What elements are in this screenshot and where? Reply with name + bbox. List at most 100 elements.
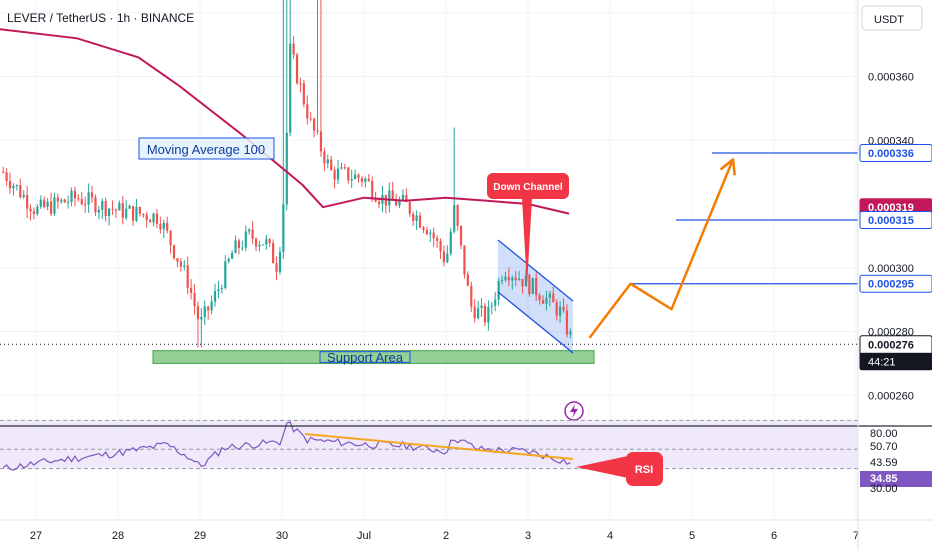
candle-body: [108, 208, 111, 217]
candle-body: [374, 197, 377, 202]
candle-body: [449, 231, 452, 254]
candle-body: [241, 247, 244, 249]
candle-body: [429, 232, 432, 235]
candle-body: [12, 185, 15, 189]
y-tick-label: 0.000260: [868, 390, 914, 402]
rsi-pane: RSI: [0, 419, 858, 486]
candle-body: [357, 174, 360, 179]
x-tick-label: 2: [443, 530, 449, 542]
candle-body: [172, 245, 176, 259]
candle-body: [364, 178, 367, 182]
y-tick-label: 0.000360: [868, 72, 914, 84]
candle-body: [19, 185, 22, 198]
candle-body: [87, 192, 90, 205]
candle-body: [521, 278, 524, 287]
price-candles: [2, 0, 572, 348]
candle-body: [425, 229, 428, 235]
candle-body: [562, 306, 565, 311]
candle-body: [497, 280, 500, 300]
candle-body: [323, 151, 326, 164]
candle-body: [555, 302, 558, 316]
candle-body: [207, 306, 210, 311]
candle-body: [272, 243, 275, 264]
candle-body: [295, 54, 299, 84]
x-tick-label: 27: [30, 530, 42, 542]
candle-body: [569, 331, 572, 335]
price-label-box: [859, 210, 932, 229]
candle-body: [412, 213, 415, 222]
x-tick-label: 4: [607, 530, 613, 542]
candle-body: [77, 198, 80, 200]
candle-body: [224, 261, 227, 289]
candle-body: [193, 292, 196, 307]
candle-body: [166, 222, 169, 231]
candle-body: [330, 159, 333, 171]
candle-body: [473, 306, 476, 319]
rsi-line[interactable]: [2, 421, 571, 471]
rsi-current-box: [860, 471, 932, 487]
down-channel-fill[interactable]: [498, 240, 573, 353]
down-channel-callout-label: Down Channel: [493, 182, 563, 193]
candle-body: [524, 275, 528, 287]
candle-body: [395, 199, 398, 206]
rsi-axis-label: 30.00: [870, 483, 898, 495]
candle-body: [350, 179, 353, 181]
candle-body: [463, 245, 466, 275]
candle-body: [104, 200, 107, 217]
candle-body: [176, 258, 179, 262]
candle-body: [545, 297, 548, 304]
rsi-callout-box[interactable]: [626, 452, 663, 486]
projection-arrow-path[interactable]: [588, 158, 735, 339]
candle-body: [39, 199, 42, 207]
candle-body: [84, 204, 87, 206]
candle-body: [114, 209, 118, 211]
candle-body: [121, 203, 124, 218]
candle-body: [371, 181, 374, 198]
candle-body: [231, 253, 234, 259]
candle-body: [292, 43, 295, 55]
rsi-trendline[interactable]: [304, 433, 574, 460]
candle-body: [118, 203, 121, 211]
candle-body: [309, 118, 312, 120]
candle-body: [487, 306, 490, 323]
candle-body: [285, 132, 288, 205]
candle-body: [391, 190, 394, 200]
price-label: 0.000276: [868, 339, 914, 351]
countdown-label: 44:21: [868, 356, 896, 368]
annotation-layer-front: Support Area Moving Average 100 Down Chann…: [0, 137, 858, 421]
down-channel-callout-box[interactable]: [487, 173, 569, 199]
candle-body: [2, 172, 5, 174]
support-area-zone[interactable]: [152, 350, 595, 364]
candle-body: [210, 301, 213, 311]
candle-body: [415, 215, 418, 222]
candle-body: [60, 199, 63, 202]
candle-body: [29, 208, 32, 212]
candle-body: [261, 244, 264, 246]
candle-body: [169, 230, 172, 246]
candle-body: [80, 199, 83, 205]
candle-body: [46, 201, 49, 207]
candle-body: [500, 279, 504, 281]
candle-body: [278, 251, 282, 273]
moving-average-line[interactable]: [0, 28, 570, 215]
candle-body: [552, 293, 555, 303]
candle-body: [203, 306, 206, 318]
countdown-label-box: [860, 352, 932, 370]
candle-body: [388, 190, 391, 206]
candle-body: [248, 229, 251, 232]
candle-body: [453, 205, 456, 232]
candle-body: [398, 200, 401, 206]
rsi-label-box: [860, 439, 932, 455]
currency-button[interactable]: USDT: [861, 5, 923, 31]
candle-body: [90, 192, 94, 198]
down-channel-upper-line[interactable]: [497, 239, 574, 302]
candle-body: [405, 194, 408, 202]
candle-body: [459, 225, 463, 246]
candle-body: [436, 238, 439, 241]
support-area-label: Support Area: [327, 350, 404, 365]
candle-body: [340, 167, 343, 169]
down-channel-lower-line[interactable]: [497, 291, 574, 354]
rsi-callout-pointer: [576, 456, 628, 478]
